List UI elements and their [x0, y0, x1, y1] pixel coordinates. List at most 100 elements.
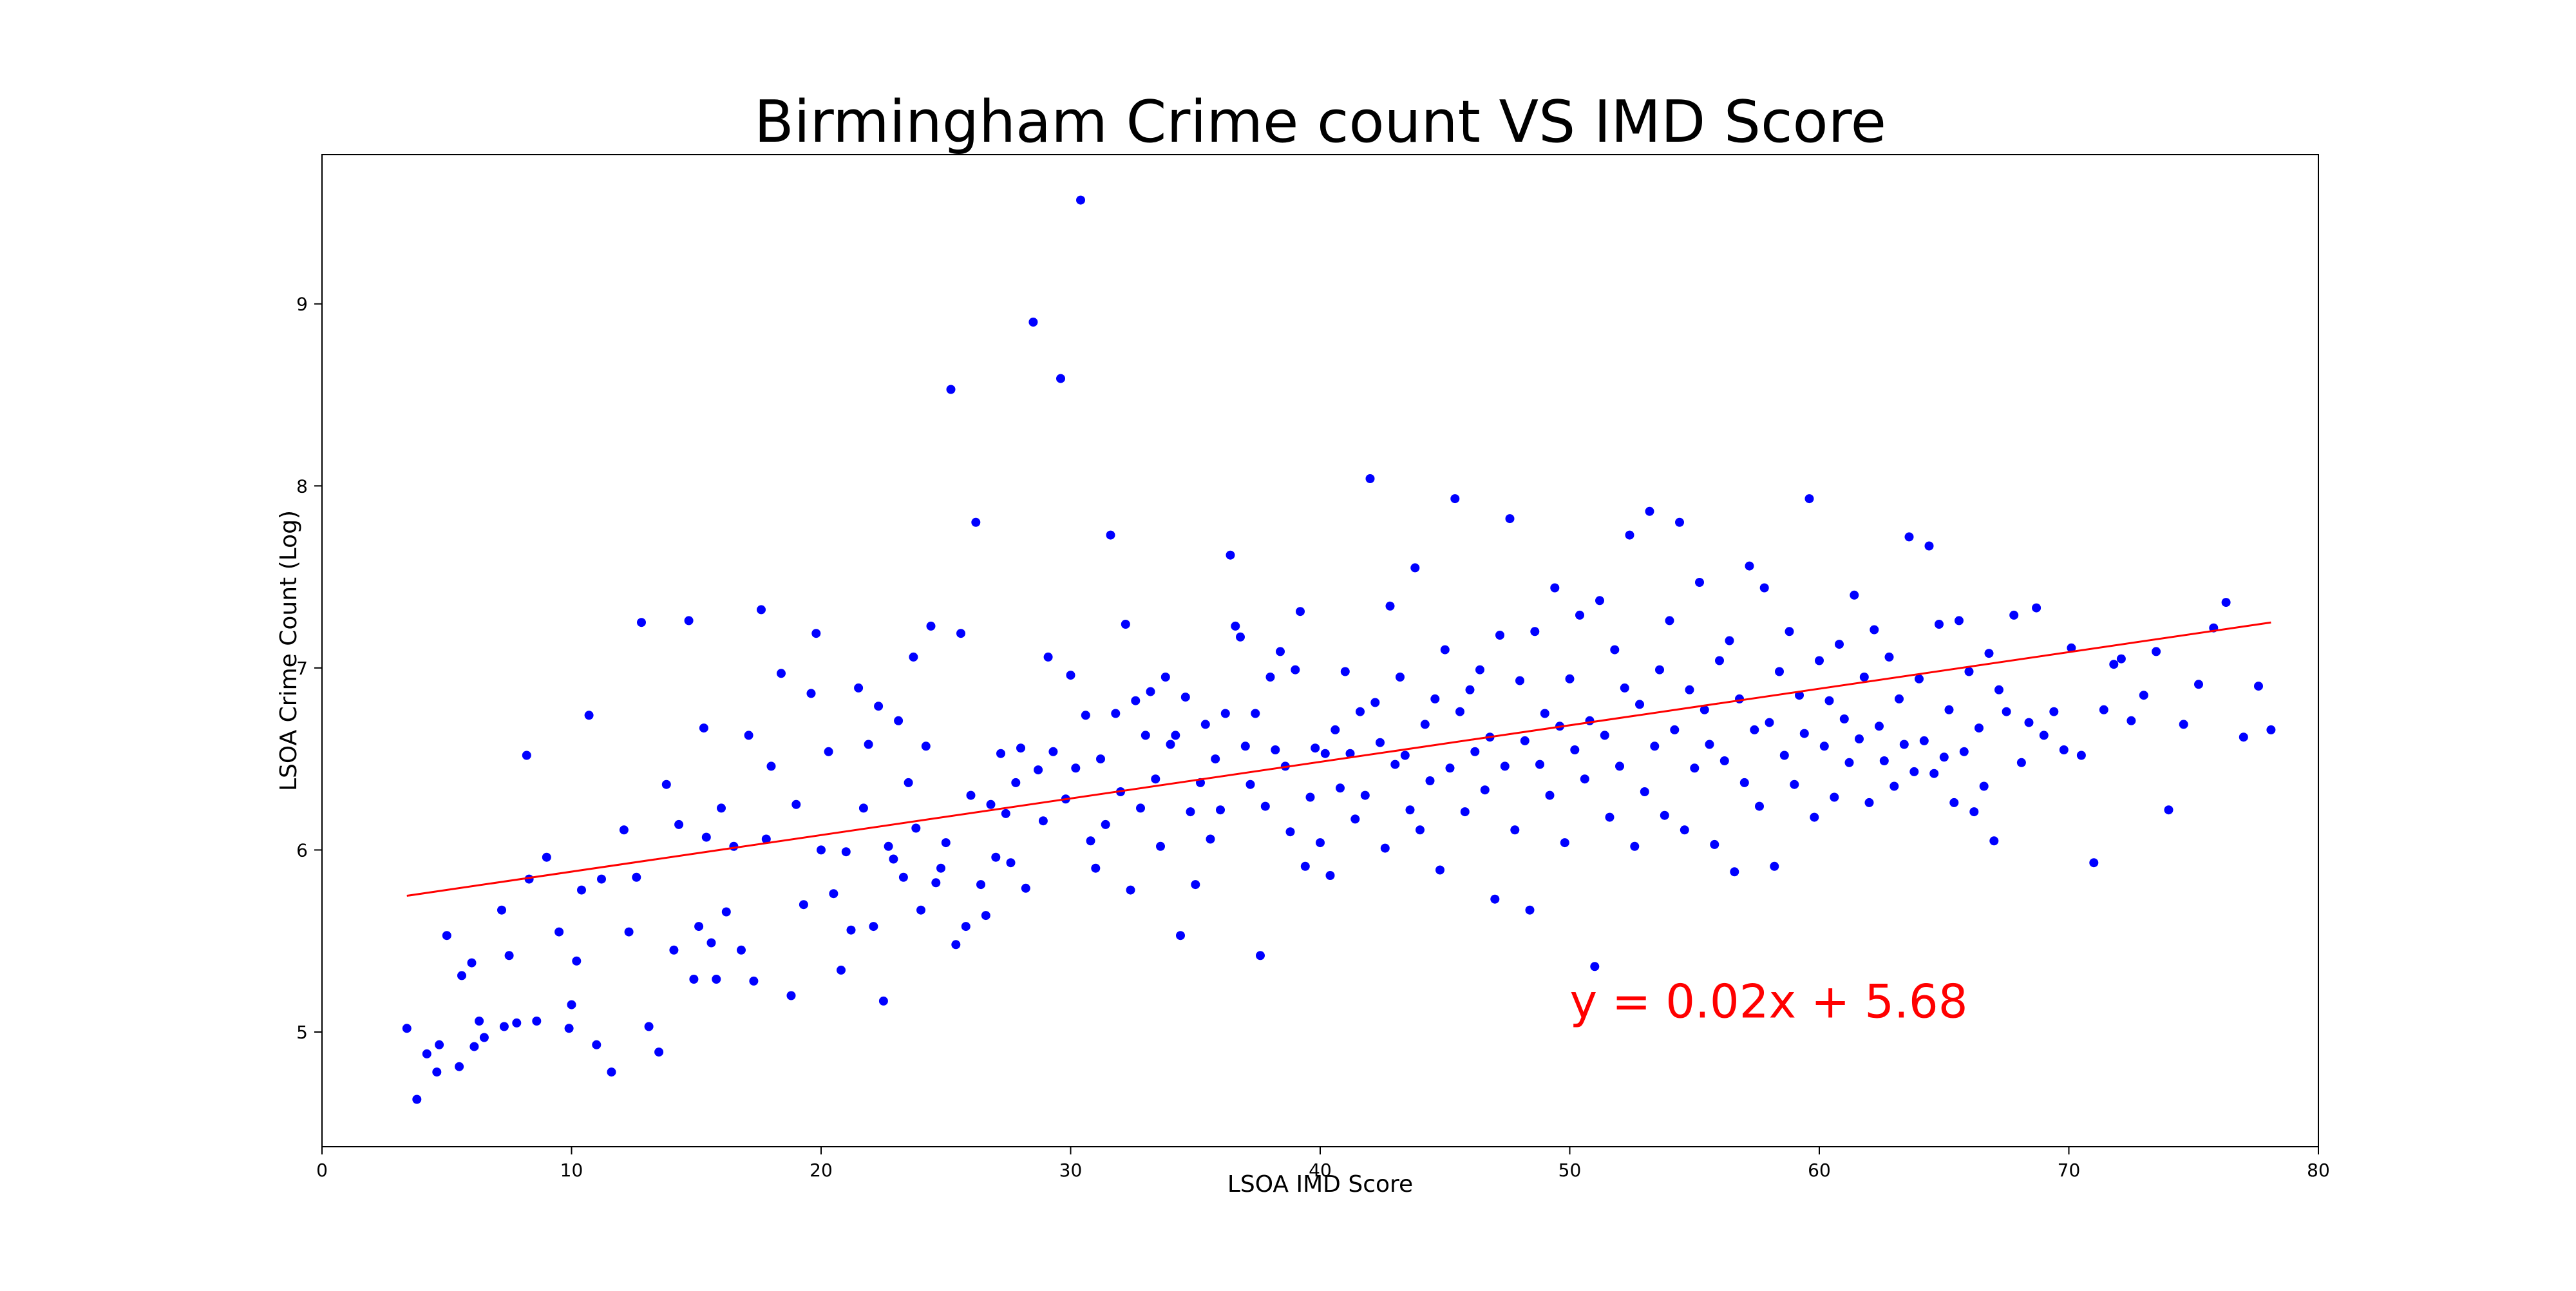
scatter-point — [1450, 494, 1460, 504]
scatter-point — [1525, 905, 1535, 915]
scatter-point — [1640, 787, 1649, 796]
scatter-point — [1600, 731, 1609, 740]
regression-equation: y = 0.02x + 5.68 — [1570, 974, 1968, 1028]
scatter-point — [1535, 760, 1544, 769]
scatter-point — [1495, 631, 1504, 640]
scatter-point — [1975, 723, 1984, 733]
scatter-point — [717, 803, 726, 813]
scatter-point — [1899, 740, 1909, 749]
scatter-point — [1785, 627, 1794, 636]
scatter-point — [1146, 687, 1155, 696]
scatter-point — [1515, 676, 1524, 685]
scatter-point — [1850, 590, 1859, 600]
scatter-point — [1034, 765, 1043, 775]
scatter-point — [669, 945, 679, 955]
scatter-point — [1655, 665, 1664, 674]
scatter-point — [961, 922, 971, 932]
scatter-point — [2039, 731, 2049, 740]
scatter-point — [1635, 700, 1644, 709]
scatter-point — [1830, 792, 1839, 802]
scatter-point — [1824, 696, 1834, 705]
scatter-point — [701, 832, 711, 842]
scatter-point — [1256, 951, 1265, 961]
scatter-point — [1755, 801, 1764, 811]
scatter-point — [661, 779, 671, 789]
scatter-point — [976, 880, 985, 890]
scatter-point — [457, 971, 466, 980]
scatter-point — [1939, 752, 1949, 762]
scatter-point — [1790, 779, 1799, 789]
scatter-point — [572, 956, 582, 966]
scatter-point — [1670, 725, 1680, 734]
scatter-point — [2139, 691, 2148, 700]
scatter-point — [737, 945, 746, 955]
scatter-point — [706, 938, 716, 948]
scatter-point — [2059, 745, 2069, 754]
scatter-point — [1216, 805, 1225, 815]
scatter-point — [829, 889, 838, 899]
scatter-point — [1565, 674, 1575, 684]
scatter-point — [1400, 751, 1410, 760]
scatter-point — [1096, 754, 1105, 764]
scatter-point — [1750, 725, 1759, 734]
scatter-point — [1331, 725, 1340, 734]
scatter-point — [761, 834, 771, 844]
scatter-point — [522, 751, 531, 760]
scatter-point — [884, 841, 893, 851]
scatter-point — [1879, 756, 1889, 765]
scatter-point — [1350, 814, 1360, 824]
scatter-point — [991, 852, 1001, 862]
scatter-point — [2254, 682, 2263, 691]
scatter-point — [956, 629, 965, 638]
scatter-point — [2239, 732, 2248, 742]
y-tick-label: 8 — [296, 475, 308, 497]
scatter-point — [1245, 779, 1255, 789]
scatter-point — [1779, 751, 1789, 760]
scatter-point — [1066, 671, 1075, 680]
scatter-point — [1979, 781, 1989, 791]
scatter-point — [1630, 841, 1640, 851]
y-tick-label: 7 — [296, 658, 308, 679]
scatter-point — [619, 825, 629, 835]
scatter-point — [442, 931, 451, 941]
scatter-point — [1231, 621, 1240, 631]
scatter-point — [567, 1000, 576, 1009]
scatter-point — [1745, 561, 1754, 571]
scatter-point — [1595, 596, 1604, 606]
y-axis: 5 6 7 8 9 — [296, 294, 322, 1043]
scatter-point — [2221, 598, 2231, 607]
scatter-point — [1380, 843, 1390, 853]
scatter-point — [1650, 741, 1660, 751]
scatter-point — [1715, 656, 1724, 665]
scatter-point — [1680, 825, 1689, 835]
scatter-point — [624, 927, 634, 937]
scatter-point — [1719, 756, 1729, 765]
scatter-point — [592, 1040, 601, 1049]
scatter-point — [1180, 693, 1190, 702]
scatter-point — [1455, 707, 1464, 716]
scatter-point — [1804, 494, 1814, 504]
scatter-point — [1240, 741, 1250, 751]
x-tick-label: 60 — [1808, 1160, 1831, 1181]
scatter-point — [1345, 749, 1355, 758]
scatter-point — [1560, 838, 1569, 848]
x-tick-label: 50 — [1558, 1160, 1582, 1181]
scatter-point — [1470, 747, 1480, 756]
scatter-point — [2049, 707, 2059, 716]
scatter-point — [817, 845, 826, 855]
scatter-point — [1043, 652, 1053, 662]
scatter-point — [412, 1095, 422, 1104]
scatter-points — [402, 195, 2276, 1104]
scatter-point — [1171, 731, 1180, 740]
scatter-point — [1276, 647, 1285, 656]
x-axis-label: LSOA IMD Score — [1227, 1171, 1413, 1198]
x-tick-label: 0 — [316, 1160, 328, 1181]
scatter-point — [749, 976, 759, 986]
scatter-point — [1929, 769, 1939, 778]
scatter-point — [2089, 858, 2099, 868]
scatter-point — [878, 996, 888, 1006]
scatter-point — [981, 911, 990, 921]
scatter-point — [1969, 807, 1979, 817]
scatter-point — [1490, 894, 1500, 904]
